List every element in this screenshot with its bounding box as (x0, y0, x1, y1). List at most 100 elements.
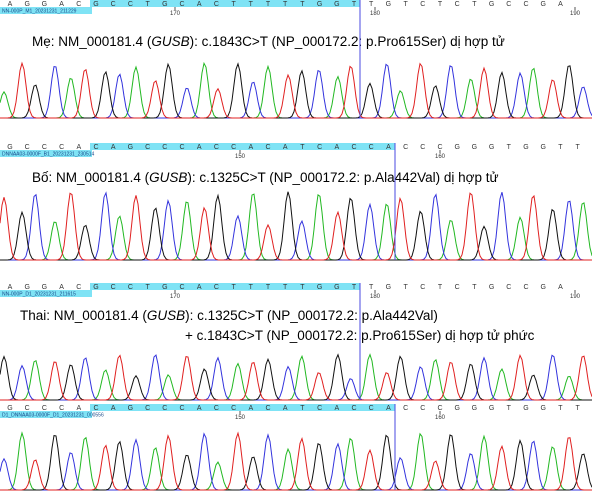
base-letter: G (472, 144, 477, 151)
base-letter: G (128, 144, 133, 151)
base-letter: G (472, 405, 477, 412)
base-letter: T (300, 1, 305, 8)
base-letter: C (506, 1, 511, 8)
base-letter: C (523, 284, 528, 291)
base-letter: T (369, 284, 374, 291)
base-letter: C (162, 144, 167, 151)
base-letter: G (42, 284, 47, 291)
base-letter: C (93, 144, 98, 151)
base-letter: A (248, 405, 253, 412)
base-letter: A (197, 1, 202, 8)
base-letter: C (369, 144, 374, 151)
trace (0, 63, 592, 118)
base-letter: G (489, 144, 494, 151)
base-letter: A (76, 405, 81, 412)
base-letter: T (558, 144, 563, 151)
base-letter: G (24, 284, 29, 291)
base-letter: G (386, 1, 391, 8)
base-letter: T (575, 144, 580, 151)
base-letter: C (179, 1, 184, 8)
base-letter: A (558, 1, 563, 8)
base-letter: C (76, 284, 81, 291)
position-label: 170 (170, 11, 181, 17)
base-letter: C (128, 284, 133, 291)
base-letter: C (231, 144, 236, 151)
base-letter: C (403, 144, 408, 151)
base-letter: T (266, 284, 271, 291)
base-letter: G (540, 1, 545, 8)
base-letter: T (507, 405, 512, 412)
base-letter: C (111, 1, 116, 8)
base-letter: A (8, 284, 13, 291)
base-letter: A (197, 144, 202, 151)
base-letter: G (489, 1, 494, 8)
base-letter: G (128, 405, 133, 412)
base-letter: T (575, 405, 580, 412)
base-letter: A (334, 405, 339, 412)
base-letter: C (214, 144, 219, 151)
trace (0, 355, 592, 400)
base-letter: T (472, 284, 477, 291)
trace (0, 433, 592, 490)
base-letter: C (455, 284, 460, 291)
base-letter: C (317, 144, 322, 151)
base-letter: A (334, 144, 339, 151)
base-letter: C (145, 144, 150, 151)
base-letter: G (7, 405, 12, 412)
base-letter: T (283, 1, 288, 8)
base-letter: A (59, 1, 64, 8)
base-letter: A (8, 1, 13, 8)
gene-name: GUSB (151, 34, 189, 49)
caption: Thai: NM_000181.4 (GUSB): c.1325C>T (NP_… (20, 308, 438, 323)
base-letter: C (369, 405, 374, 412)
position-label: 160 (435, 415, 446, 421)
base-letter: T (231, 1, 236, 8)
trace (0, 355, 592, 400)
base-letter: T (352, 1, 357, 8)
base-letter: T (403, 1, 408, 8)
base-letter: T (352, 284, 357, 291)
base-letter: C (93, 405, 98, 412)
base-letter: C (179, 144, 184, 151)
base-letter: C (214, 1, 219, 8)
base-letter: T (300, 405, 305, 412)
base-letter: T (231, 284, 236, 291)
base-letter: C (25, 405, 30, 412)
base-letter: G (162, 1, 167, 8)
trace (0, 64, 592, 118)
base-letter: C (25, 144, 30, 151)
base-letter: G (454, 144, 459, 151)
base-letter: G (7, 144, 12, 151)
highlight (90, 404, 395, 411)
base-letter: C (42, 405, 47, 412)
base-letter: G (317, 1, 322, 8)
base-letter: C (179, 405, 184, 412)
base-letter: T (249, 1, 254, 8)
trace (0, 435, 592, 490)
base-letter: C (437, 144, 442, 151)
sample-id: D1_DNNAA03-0000F_D1_20231231_000556 (2, 413, 104, 419)
base-letter: G (523, 405, 528, 412)
base-letter: A (197, 284, 202, 291)
base-letter: C (76, 1, 81, 8)
base-letter: C (145, 405, 150, 412)
base-letter: A (111, 405, 116, 412)
base-letter: C (128, 1, 133, 8)
base-letter: G (162, 284, 167, 291)
trace (0, 355, 592, 400)
base-letter: G (489, 284, 494, 291)
base-letter: G (334, 1, 339, 8)
base-letter: T (300, 284, 305, 291)
base-letter: T (369, 1, 374, 8)
trace (0, 355, 592, 400)
base-letter: G (93, 284, 98, 291)
trace (0, 63, 592, 118)
base-letter: A (283, 144, 288, 151)
position-label: 180 (370, 294, 381, 300)
base-letter: A (76, 144, 81, 151)
position-label: 180 (370, 11, 381, 17)
base-letter: G (540, 144, 545, 151)
base-letter: C (59, 144, 64, 151)
base-letter: C (437, 405, 442, 412)
base-letter: C (265, 144, 270, 151)
